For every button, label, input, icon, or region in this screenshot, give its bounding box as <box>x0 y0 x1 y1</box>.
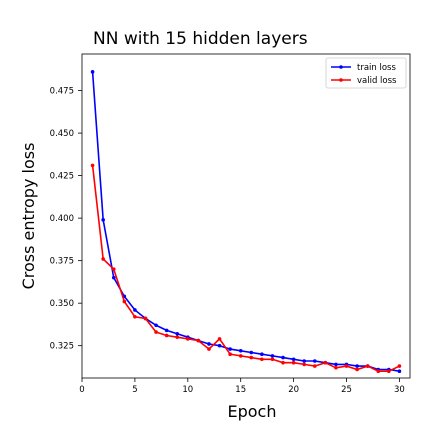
valid-loss-point <box>186 337 190 341</box>
valid-loss-point <box>154 330 158 334</box>
train-loss-point <box>397 369 402 373</box>
valid-loss-point <box>101 257 105 261</box>
valid-loss-point <box>196 338 201 343</box>
train-loss-point <box>302 359 306 363</box>
valid-loss-point <box>143 316 148 321</box>
valid-loss-point <box>260 357 264 362</box>
valid-loss-point <box>376 369 381 373</box>
valid-loss-point <box>217 337 222 341</box>
x-tick-label: 30 <box>394 385 405 395</box>
valid-loss-point <box>355 367 359 372</box>
valid-loss-point <box>228 352 232 356</box>
valid-loss-point <box>133 314 137 319</box>
y-tick-label: 0.325 <box>50 342 74 352</box>
valid-loss-point <box>387 369 391 373</box>
train-loss-point <box>101 218 105 222</box>
valid-loss-point <box>249 355 254 360</box>
train-loss-point <box>249 350 254 355</box>
legend-marker-train-loss <box>339 65 343 69</box>
x-tick-label: 25 <box>341 385 352 395</box>
train-loss-point <box>228 347 232 351</box>
train-loss-point <box>355 364 359 368</box>
x-axis: 0 5 10 15 20 25 30 <box>79 378 405 395</box>
y-tick-label: 0.475 <box>50 87 74 97</box>
legend-label-valid-loss: valid loss <box>357 76 397 86</box>
x-tick-label: 15 <box>235 385 246 395</box>
y-axis: 0.325 0.350 0.375 0.400 0.425 0.450 0.475 <box>50 87 82 352</box>
y-tick-label: 0.400 <box>50 214 74 224</box>
x-tick-label: 20 <box>288 385 299 395</box>
train-loss-point <box>217 343 222 348</box>
train-loss-point <box>164 328 169 333</box>
valid-loss-point <box>175 335 180 339</box>
train-loss-point <box>260 352 264 356</box>
x-tick-label: 10 <box>182 385 193 395</box>
y-tick-label: 0.350 <box>50 299 74 309</box>
valid-loss-point <box>90 163 95 168</box>
train-loss-point <box>291 357 296 362</box>
x-axis-label: Epoch <box>228 402 277 421</box>
legend-label-train-loss: train loss <box>357 63 396 73</box>
chart-title: NN with 15 hidden layers <box>93 29 308 49</box>
train-loss-point <box>175 331 180 336</box>
y-tick-label: 0.450 <box>50 129 74 139</box>
valid-loss-point <box>111 267 116 271</box>
train-loss-point <box>154 323 158 328</box>
y-tick-label: 0.425 <box>50 172 74 182</box>
valid-loss-point <box>164 333 169 338</box>
train-loss-line <box>91 71 400 372</box>
valid-loss-point <box>270 357 275 362</box>
train-loss-point <box>133 308 137 312</box>
valid-loss-point <box>238 354 243 358</box>
valid-loss-point <box>302 362 306 367</box>
valid-loss-point <box>323 360 328 365</box>
valid-loss-line <box>91 165 400 373</box>
legend-marker-valid-loss <box>339 78 343 82</box>
train-loss-point <box>207 342 211 346</box>
train-loss-point <box>111 275 116 280</box>
valid-loss-point <box>207 347 211 351</box>
train-loss-point <box>90 70 95 74</box>
train-loss-point <box>312 359 317 363</box>
train-loss-point <box>334 362 338 367</box>
valid-loss-point <box>334 365 338 370</box>
train-loss-point <box>281 355 285 360</box>
y-tick-label: 0.375 <box>50 257 74 267</box>
train-loss-point <box>238 348 243 353</box>
series-layer <box>90 70 402 373</box>
valid-loss-point <box>281 360 285 365</box>
valid-loss-point <box>291 360 296 365</box>
valid-loss-point <box>397 364 402 368</box>
valid-loss-point <box>122 299 127 304</box>
legend: train loss valid loss <box>325 57 407 89</box>
plot-area <box>81 53 411 379</box>
valid-loss-point <box>312 364 317 368</box>
valid-loss-point <box>365 364 370 368</box>
x-tick-label: 0 <box>79 385 84 395</box>
valid-loss-point <box>344 364 349 368</box>
y-axis-label: Cross entropy loss <box>19 143 38 290</box>
x-tick-label: 5 <box>132 385 137 395</box>
train-loss-point <box>270 354 275 358</box>
